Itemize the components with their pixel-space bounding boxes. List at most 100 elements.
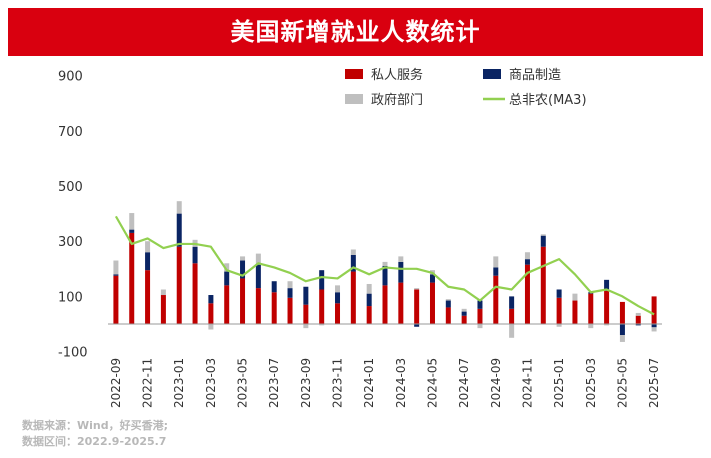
bar-segment <box>208 324 214 330</box>
bar-segment <box>540 246 546 324</box>
legend-label: 商品制造 <box>509 68 561 83</box>
bar-segment <box>556 289 562 298</box>
title-banner: 美国新增就业人数统计 <box>8 8 703 56</box>
line-series <box>114 215 655 316</box>
y-tick-label: 100 <box>58 290 83 305</box>
bar-segment <box>287 297 293 324</box>
bar-segment <box>461 308 467 312</box>
bar-segment <box>224 263 230 272</box>
bar-segment <box>619 335 625 342</box>
bar-segment <box>160 289 166 296</box>
bar-segment <box>398 261 404 283</box>
bar-segment <box>176 201 182 214</box>
bar-segment <box>604 290 610 324</box>
x-tick-label: 2023-03 <box>204 358 218 408</box>
bar-segment <box>572 293 578 301</box>
y-tick-label: 900 <box>58 70 83 85</box>
bar-segment <box>176 213 182 247</box>
bar-segment <box>477 324 483 329</box>
bar-segment <box>477 300 483 309</box>
bar-segment <box>382 266 388 286</box>
x-tick-label: 2024-09 <box>489 358 503 408</box>
y-tick-label: -100 <box>58 346 88 361</box>
bar-segment <box>319 270 325 290</box>
bar-segment <box>113 274 119 276</box>
bar-segment <box>445 307 451 324</box>
legend-label: 总非农(MA3) <box>509 93 587 108</box>
bar-segment <box>129 232 135 324</box>
bar-segment <box>414 324 420 327</box>
x-tick-label: 2024-01 <box>362 358 376 408</box>
bar-segment <box>350 255 356 272</box>
bar-segment <box>588 293 594 324</box>
bar-segment <box>255 288 261 324</box>
bar-segment <box>255 264 261 289</box>
bar-segment <box>176 246 182 324</box>
x-tick-label: 2022-11 <box>141 358 155 408</box>
bar-segment <box>160 295 166 324</box>
bar-segment <box>303 304 309 324</box>
bar-segment <box>303 324 309 329</box>
bar-segment <box>651 327 657 332</box>
x-axis: 2022-09 2022-11 2023-01 2023-03 2023-05 2023-… <box>108 323 662 408</box>
bar-segment <box>651 296 657 324</box>
bar-segment <box>556 297 562 324</box>
y-axis: -100 100 300 500 700 900 <box>58 70 88 361</box>
bar-segment <box>635 324 641 326</box>
legend-swatch <box>345 94 363 104</box>
date-range-line: 数据区间：2022.9-2025.7 <box>22 435 167 448</box>
y-tick-label: 700 <box>58 125 83 140</box>
bar-segment <box>540 234 546 236</box>
bar-segment <box>319 324 325 326</box>
bar-segment <box>129 213 135 230</box>
bar-segment <box>429 274 435 283</box>
ma3-line <box>114 215 655 316</box>
bar-segment <box>445 300 451 308</box>
bar-segment <box>398 256 404 262</box>
bar-segment <box>493 256 499 268</box>
bar-segment <box>145 241 151 253</box>
bar-segment <box>335 292 341 304</box>
bar-segment <box>619 324 625 336</box>
bar-segment <box>192 246 198 264</box>
x-tick-label: 2022-09 <box>109 358 123 408</box>
bar-segment <box>319 289 325 324</box>
bar-segment <box>540 235 546 247</box>
bar-segment <box>335 285 341 293</box>
bar-segment <box>113 275 119 324</box>
bar-segment <box>461 311 467 316</box>
bar-segment <box>524 252 530 260</box>
x-tick-label: 2023-11 <box>331 358 345 408</box>
bar-segment <box>429 282 435 324</box>
bar-segment <box>398 282 404 324</box>
bar-segment <box>366 306 372 324</box>
bar-segment <box>240 256 246 261</box>
bar-segment <box>366 283 372 294</box>
bar-segment <box>604 279 610 291</box>
x-tick-label: 2024-11 <box>520 358 534 408</box>
bar-segment <box>477 308 483 324</box>
bar-segment <box>493 267 499 276</box>
bar-segment <box>208 295 214 304</box>
x-tick-label: 2023-07 <box>267 358 281 408</box>
x-tick-label: 2025-03 <box>584 358 598 408</box>
y-tick-label: 500 <box>58 180 83 195</box>
bar-segment <box>271 292 277 324</box>
bar-segment <box>224 285 230 324</box>
bar-segment <box>445 299 451 301</box>
bar-segment <box>255 253 261 265</box>
bar-segment <box>493 275 499 324</box>
bar-segment <box>350 271 356 324</box>
bar-segment <box>604 324 610 326</box>
bar-segment <box>240 278 246 324</box>
bar-segment <box>129 229 135 233</box>
bar-segment <box>619 301 625 324</box>
legend-swatch <box>345 69 363 79</box>
y-tick-label: 300 <box>58 235 83 250</box>
bar-segment <box>208 303 214 324</box>
bar-segment <box>588 324 594 329</box>
legend-swatch <box>483 69 501 79</box>
x-tick-label: 2025-05 <box>615 358 629 408</box>
bar-series <box>113 201 657 342</box>
